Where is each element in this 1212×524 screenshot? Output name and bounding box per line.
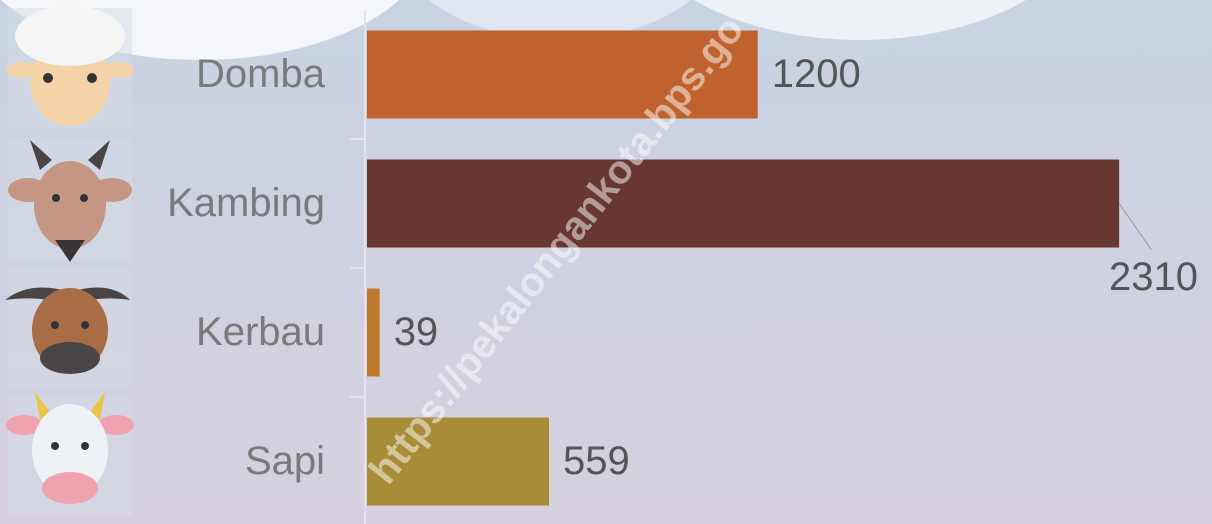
bar [367, 288, 380, 377]
goat-icon [8, 138, 132, 262]
bar [367, 30, 758, 119]
value-label: 559 [563, 439, 630, 483]
bar [367, 417, 550, 506]
bar [367, 159, 1120, 248]
leader-line [1118, 203, 1152, 250]
category-label: Domba [196, 52, 326, 96]
buffalo-icon [5, 268, 132, 388]
cloud [694, 0, 1026, 40]
value-label: 39 [394, 310, 439, 354]
sheep-icon [6, 6, 134, 128]
category-label: Sapi [245, 439, 325, 483]
cow-icon [6, 392, 134, 516]
cloud [428, 0, 692, 40]
category-label: Kerbau [196, 310, 325, 354]
category-label: Kambing [167, 181, 325, 225]
value-label: 2310 [1109, 255, 1198, 299]
value-label: 1200 [772, 52, 861, 96]
